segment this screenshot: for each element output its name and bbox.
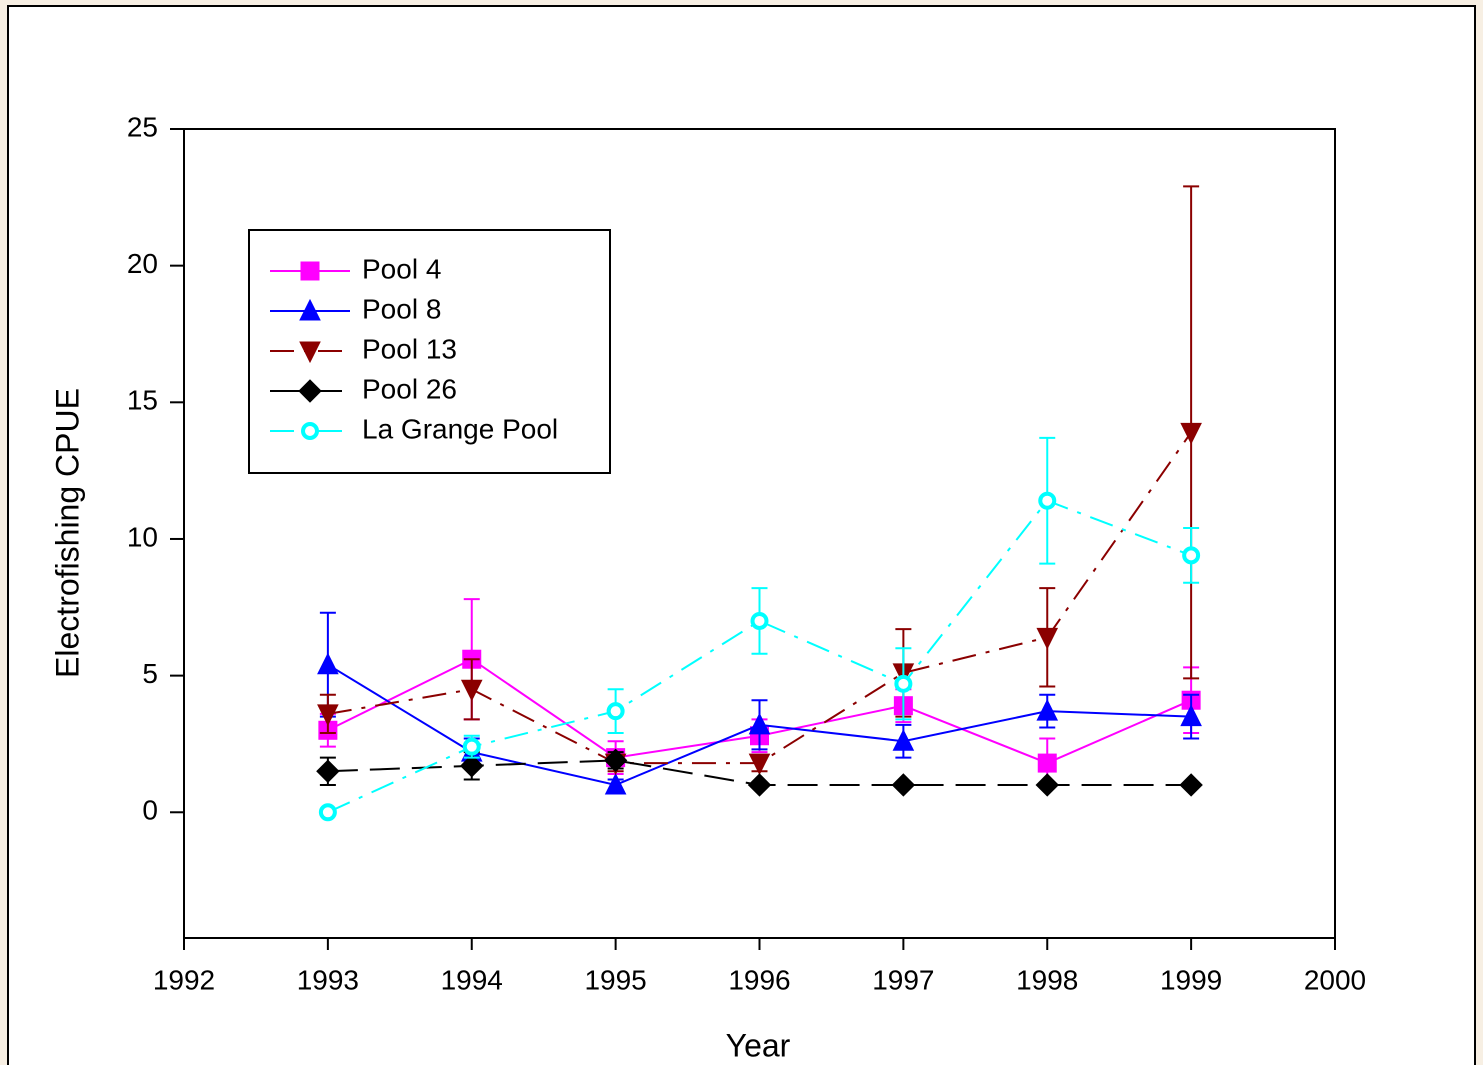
data-point — [462, 737, 481, 756]
x-tick-label: 1996 — [728, 964, 790, 995]
data-point — [606, 702, 625, 721]
data-point — [460, 679, 483, 702]
x-axis-title: Year — [726, 1027, 791, 1063]
legend-marker — [300, 261, 320, 281]
x-tick-label: 1994 — [441, 964, 503, 995]
x-tick-label: 1995 — [584, 964, 646, 995]
data-point — [317, 652, 339, 675]
legend-label: Pool 8 — [362, 293, 441, 324]
y-tick-label: 5 — [142, 658, 158, 689]
data-point — [1179, 773, 1203, 797]
legend-marker — [299, 298, 321, 321]
legend-marker — [299, 341, 321, 364]
x-tick-label: 1992 — [153, 964, 215, 995]
data-point — [604, 772, 627, 795]
x-tick-label: 1999 — [1160, 964, 1222, 995]
data-point — [1036, 627, 1059, 650]
data-point — [748, 712, 771, 735]
y-axis-title: Electrofishing CPUE — [49, 388, 85, 678]
data-point — [894, 674, 913, 693]
legend-label: La Grange Pool — [362, 413, 558, 444]
data-point — [1180, 704, 1202, 727]
chart-frame — [7, 5, 1476, 1065]
legend-marker — [298, 379, 322, 403]
data-point — [318, 803, 337, 822]
x-tick-label: 2000 — [1304, 964, 1366, 995]
data-point — [1038, 491, 1057, 510]
data-point — [748, 753, 771, 776]
y-tick-label: 10 — [127, 521, 158, 552]
data-point — [603, 748, 628, 773]
data-point — [1036, 699, 1059, 721]
y-tick-label: 20 — [127, 248, 158, 279]
data-point — [1182, 546, 1201, 565]
y-tick-label: 0 — [142, 795, 158, 826]
data-point — [316, 759, 340, 783]
legend-label: Pool 26 — [362, 373, 457, 404]
data-point — [1037, 753, 1057, 773]
data-point — [317, 704, 339, 727]
data-point — [1180, 422, 1202, 445]
data-point — [1035, 773, 1059, 797]
x-tick-label: 1993 — [297, 964, 359, 995]
data-point — [892, 729, 915, 751]
y-tick-label: 25 — [127, 111, 158, 142]
legend-label: Pool 4 — [362, 253, 441, 284]
y-tick-label: 15 — [127, 385, 158, 416]
legend-label: Pool 13 — [362, 333, 457, 364]
x-tick-label: 1998 — [1016, 964, 1078, 995]
data-point — [747, 773, 772, 797]
data-point — [750, 611, 769, 630]
legend-marker — [301, 422, 319, 440]
x-tick-label: 1997 — [872, 964, 934, 995]
data-point — [891, 773, 916, 797]
data-point — [460, 754, 484, 778]
